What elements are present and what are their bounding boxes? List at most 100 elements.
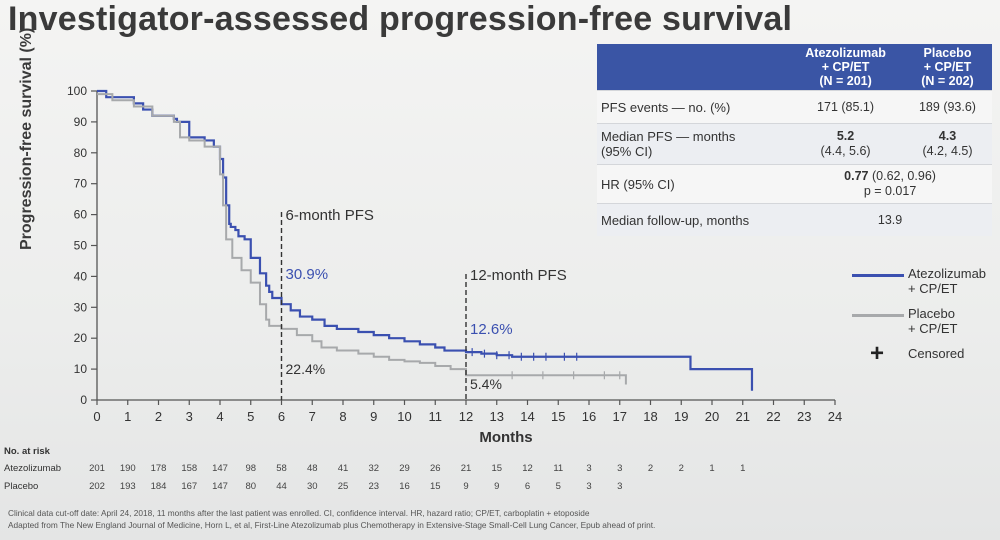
series-placebo-line — [97, 93, 627, 385]
y-tick-label: 30 — [74, 300, 88, 314]
censored-plus-icon: + — [870, 340, 885, 367]
x-tick-label: 9 — [370, 409, 377, 424]
x-tick-label: 8 — [339, 409, 346, 424]
x-tick-label: 0 — [93, 409, 100, 424]
x-tick-label: 11 — [429, 409, 443, 424]
row-follow-up: Median follow-up, months 13.9 — [597, 203, 992, 236]
hr-value-line: 0.77 (0.62, 0.96) — [792, 169, 988, 184]
row-pfs-events-atezo: 171 (85.1) — [788, 90, 903, 124]
summary-table: Atezolizumab + CP/ET (N = 201) Placebo +… — [597, 44, 992, 236]
legend-atezo-line2: + CP/ET — [908, 281, 958, 296]
six-month-atezolizumab-value: 30.9% — [286, 266, 329, 283]
row-hr-label: HR (95% CI) — [597, 164, 789, 204]
x-tick-label: 6 — [278, 409, 285, 424]
risk-value-placebo: 3 — [617, 481, 623, 492]
row-median-pfs-placebo: 4.3 (4.2, 4.5) — [902, 123, 992, 165]
y-axis-label: Progression-free survival (%) — [18, 27, 35, 250]
y-tick-label: 100 — [67, 84, 87, 98]
x-tick-label: 4 — [216, 409, 223, 424]
y-tick-label: 0 — [80, 393, 87, 407]
risk-value-atezolizumab: 32 — [368, 463, 380, 474]
risk-value-placebo: 23 — [368, 481, 380, 492]
legend-item-atezolizumab: Atezolizumab + CP/ET — [848, 266, 998, 306]
risk-value-atezolizumab: 201 — [89, 463, 105, 474]
risk-value-atezolizumab: 1 — [709, 463, 715, 474]
x-tick-label: 16 — [582, 409, 596, 424]
risk-value-atezolizumab: 3 — [617, 463, 623, 474]
median-pfs-label-line2: (95% CI) — [601, 144, 653, 159]
x-tick-label: 21 — [736, 409, 750, 424]
y-tick-label: 70 — [74, 177, 88, 191]
series-layer — [97, 89, 754, 391]
median-pfs-atezo-ci: (4.4, 5.6) — [820, 144, 871, 158]
risk-value-atezolizumab: 1 — [740, 463, 746, 474]
risk-value-placebo: 9 — [463, 481, 469, 492]
risk-value-atezolizumab: 2 — [647, 463, 654, 474]
x-tick-label: 19 — [674, 409, 688, 424]
twelve-month-label: 12-month PFS — [470, 267, 567, 284]
six-month-placebo-value: 22.4% — [286, 361, 326, 377]
risk-value-atezolizumab: 158 — [181, 463, 198, 474]
legend-swatch-placebo — [852, 314, 904, 317]
x-tick-label: 2 — [155, 409, 162, 424]
risk-value-placebo: 15 — [429, 481, 441, 492]
row-median-pfs-atezo: 5.2 (4.4, 5.6) — [788, 123, 903, 165]
hr-estimate: 0.77 — [844, 169, 869, 183]
x-tick-label: 20 — [705, 409, 719, 424]
risk-value-placebo: 3 — [586, 481, 592, 492]
x-tick-label: 7 — [309, 409, 316, 424]
x-tick-label: 14 — [520, 409, 534, 424]
x-tick-label: 13 — [490, 409, 504, 424]
header-atezolizumab: Atezolizumab + CP/ET (N = 201) — [788, 44, 903, 91]
x-tick-label: 1 — [124, 409, 131, 424]
risk-value-atezolizumab: 178 — [150, 463, 167, 474]
x-tick-label: 22 — [766, 409, 780, 424]
row-median-pfs-label: Median PFS — months (95% CI) — [597, 123, 789, 165]
legend-atezo-line1: Atezolizumab — [908, 266, 987, 281]
footnote: Clinical data cut-off date: April 24, 20… — [8, 507, 655, 531]
risk-table-title: No. at risk — [4, 446, 50, 457]
x-tick-label: 10 — [397, 409, 411, 424]
row-median-pfs: Median PFS — months (95% CI) 5.2 (4.4, 5… — [597, 123, 992, 165]
legend-label-atezolizumab: Atezolizumab + CP/ET — [908, 266, 986, 296]
risk-value-atezolizumab: 29 — [399, 463, 410, 474]
risk-value-placebo: 25 — [337, 481, 349, 492]
annotation-layer: 6-month PFS 30.9% 22.4% 12-month PFS 12.6% 5.… — [280, 207, 567, 400]
risk-value-atezolizumab: 58 — [276, 463, 287, 474]
x-axis-label: Months — [479, 429, 532, 446]
median-pfs-label-line1: Median PFS — months — [601, 129, 736, 144]
row-pfs-events-placebo: 189 (93.6) — [902, 90, 992, 124]
row-hr-value: 0.77 (0.62, 0.96) p = 0.017 — [788, 164, 992, 204]
y-tick-label: 20 — [74, 331, 88, 345]
row-follow-up-label: Median follow-up, months — [597, 203, 789, 236]
risk-value-atezolizumab: 98 — [245, 463, 257, 474]
risk-value-placebo: 9 — [494, 481, 500, 492]
risk-value-atezolizumab: 48 — [306, 463, 318, 474]
x-tick-label: 5 — [247, 409, 254, 424]
risk-value-placebo: 202 — [89, 481, 105, 492]
legend-item-censored: + Censored — [848, 340, 998, 386]
header-placebo-line2: + CP/ET — [923, 60, 972, 74]
header-atezo-line2: + CP/ET — [821, 60, 870, 74]
legend-label-placebo: Placebo + CP/ET — [908, 306, 958, 336]
median-pfs-placebo-value: 4.3 — [938, 129, 957, 143]
header-empty — [597, 44, 789, 91]
x-tick-label: 12 — [459, 409, 473, 424]
risk-value-placebo: 184 — [150, 481, 167, 492]
hr-ci: (0.62, 0.96) — [872, 169, 936, 183]
row-pfs-events: PFS events — no. (%) 171 (85.1) 189 (93.… — [597, 90, 992, 124]
y-tick-label: 50 — [74, 239, 88, 253]
y-tick-label: 80 — [74, 146, 88, 160]
median-pfs-atezo-value: 5.2 — [836, 129, 855, 143]
median-pfs-placebo-ci: (4.2, 4.5) — [922, 144, 973, 158]
header-placebo-line1: Placebo — [923, 46, 972, 60]
risk-value-atezolizumab: 3 — [586, 463, 592, 474]
legend-placebo-line1: Placebo — [908, 306, 955, 321]
risk-value-placebo: 6 — [524, 481, 531, 492]
y-tick-label: 60 — [74, 208, 88, 222]
y-tick-label: 10 — [74, 362, 88, 376]
header-placebo: Placebo + CP/ET (N = 202) — [902, 44, 992, 91]
